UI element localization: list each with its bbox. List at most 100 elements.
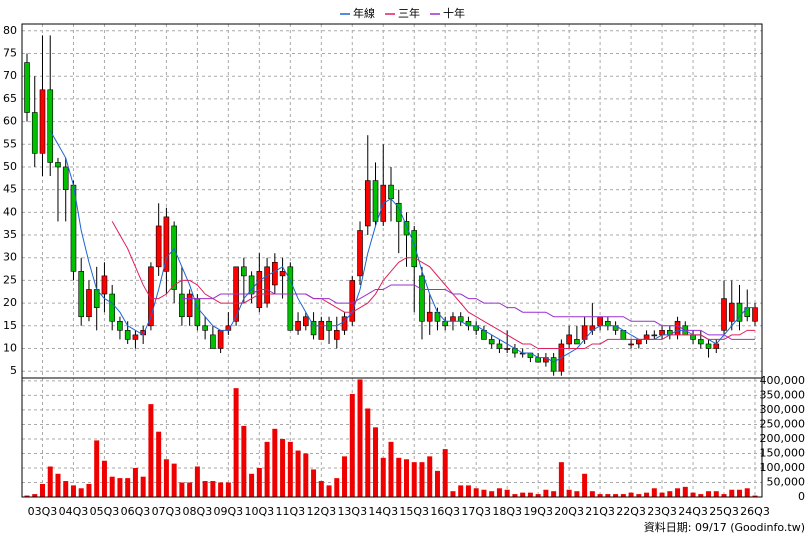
candle-body xyxy=(55,162,61,168)
volume-bar xyxy=(628,492,634,497)
x-tick-label: 12Q3 xyxy=(306,505,336,518)
x-tick-label: 13Q3 xyxy=(337,505,367,518)
candle-body xyxy=(179,293,185,318)
volume-bar xyxy=(349,393,355,497)
volume-bar xyxy=(156,431,162,497)
volume-bar xyxy=(163,459,169,497)
volume-bar xyxy=(744,488,750,497)
volume-bar xyxy=(698,494,704,497)
volume-bar xyxy=(63,481,69,497)
candle-body xyxy=(148,266,154,327)
volume-bar xyxy=(225,482,231,497)
candle-body xyxy=(457,316,464,322)
y2-tick-label: 300,000 xyxy=(760,403,806,416)
volume-bar xyxy=(620,494,626,497)
volume-bar xyxy=(39,483,45,497)
volume-bar xyxy=(380,457,386,497)
volume-bar xyxy=(713,491,719,497)
volume-bar xyxy=(636,494,642,497)
candle-body xyxy=(117,320,123,331)
volume-bar xyxy=(551,491,557,497)
candle-body xyxy=(364,180,371,227)
volume-bar xyxy=(264,441,270,497)
y-tick-label: 45 xyxy=(3,183,17,196)
volume-bar xyxy=(504,489,510,497)
candle-body xyxy=(721,298,727,331)
volume-bar xyxy=(388,441,394,497)
candle-body xyxy=(705,343,712,349)
candle-body xyxy=(566,334,572,345)
x-tick-label: 18Q3 xyxy=(492,505,522,518)
volume-bar xyxy=(450,491,456,497)
candle-body xyxy=(450,316,456,322)
candle-body xyxy=(310,320,317,336)
volume-bar xyxy=(303,453,309,497)
volume-bar xyxy=(442,449,448,497)
candle-body xyxy=(574,339,580,345)
volume-bar xyxy=(473,488,479,497)
candle-body xyxy=(101,275,108,295)
candle-body xyxy=(597,316,603,327)
candle-body xyxy=(643,334,650,340)
volume-bar xyxy=(667,491,673,497)
volume-bar xyxy=(342,456,348,497)
volume-bar xyxy=(94,440,100,497)
y-tick-label: 80 xyxy=(3,24,17,37)
volume-bar xyxy=(373,427,379,497)
volume-bar xyxy=(357,379,363,497)
volume-bar xyxy=(458,485,464,497)
volume-bar xyxy=(256,467,262,497)
x-tick-label: 15Q3 xyxy=(399,505,429,518)
x-tick-label: 21Q3 xyxy=(585,505,615,518)
volume-bar xyxy=(543,489,549,497)
volume-bar xyxy=(70,485,76,497)
candle-body xyxy=(124,330,131,340)
y2-tick-label: 0 xyxy=(798,490,805,503)
candle-body xyxy=(504,348,510,350)
x-tick-label: 03Q3 xyxy=(28,505,58,518)
volume-bar xyxy=(527,492,533,497)
x-tick-label: 26Q3 xyxy=(740,505,770,518)
volume-bar xyxy=(589,491,595,497)
candle-body xyxy=(186,293,193,318)
y-tick-label: 20 xyxy=(3,296,17,309)
volume-bar xyxy=(179,482,185,497)
volume-bar xyxy=(419,462,425,497)
y-tick-label: 40 xyxy=(3,205,17,218)
volume-bar xyxy=(434,470,440,497)
volume-bar xyxy=(365,408,371,497)
candle-body xyxy=(86,289,92,318)
volume-bar xyxy=(86,483,92,497)
volume-bar xyxy=(101,460,107,497)
candle-body xyxy=(736,302,743,322)
y-tick-label: 35 xyxy=(3,228,17,241)
volume-bar xyxy=(675,488,681,497)
volume-bar xyxy=(582,473,588,497)
volume-bar xyxy=(326,485,332,497)
volume-bar xyxy=(605,494,611,497)
candle-body xyxy=(411,230,418,268)
candle-body xyxy=(628,343,634,346)
legend-label: 年線 xyxy=(353,6,375,20)
candle-body xyxy=(636,339,642,345)
volume-bar xyxy=(140,476,146,497)
volume-frame xyxy=(21,377,763,498)
candle-body xyxy=(155,225,162,268)
volume-bar xyxy=(489,491,495,497)
volume-bar xyxy=(396,457,402,497)
candle-body xyxy=(303,316,309,327)
y-tick-label: 30 xyxy=(3,251,17,264)
candle-body xyxy=(272,261,278,286)
y-tick-label: 65 xyxy=(3,92,17,105)
x-tick-label: 16Q3 xyxy=(430,505,460,518)
candle-body xyxy=(659,330,665,336)
legend-label: 三年 xyxy=(398,6,420,20)
volume-bar xyxy=(125,478,131,497)
candle-body xyxy=(395,202,402,222)
y-tick-label: 75 xyxy=(3,47,17,60)
volume-bar xyxy=(651,488,657,497)
volume-bar xyxy=(148,404,154,497)
x-tick-label: 20Q3 xyxy=(554,505,584,518)
volume-bar xyxy=(558,462,564,497)
